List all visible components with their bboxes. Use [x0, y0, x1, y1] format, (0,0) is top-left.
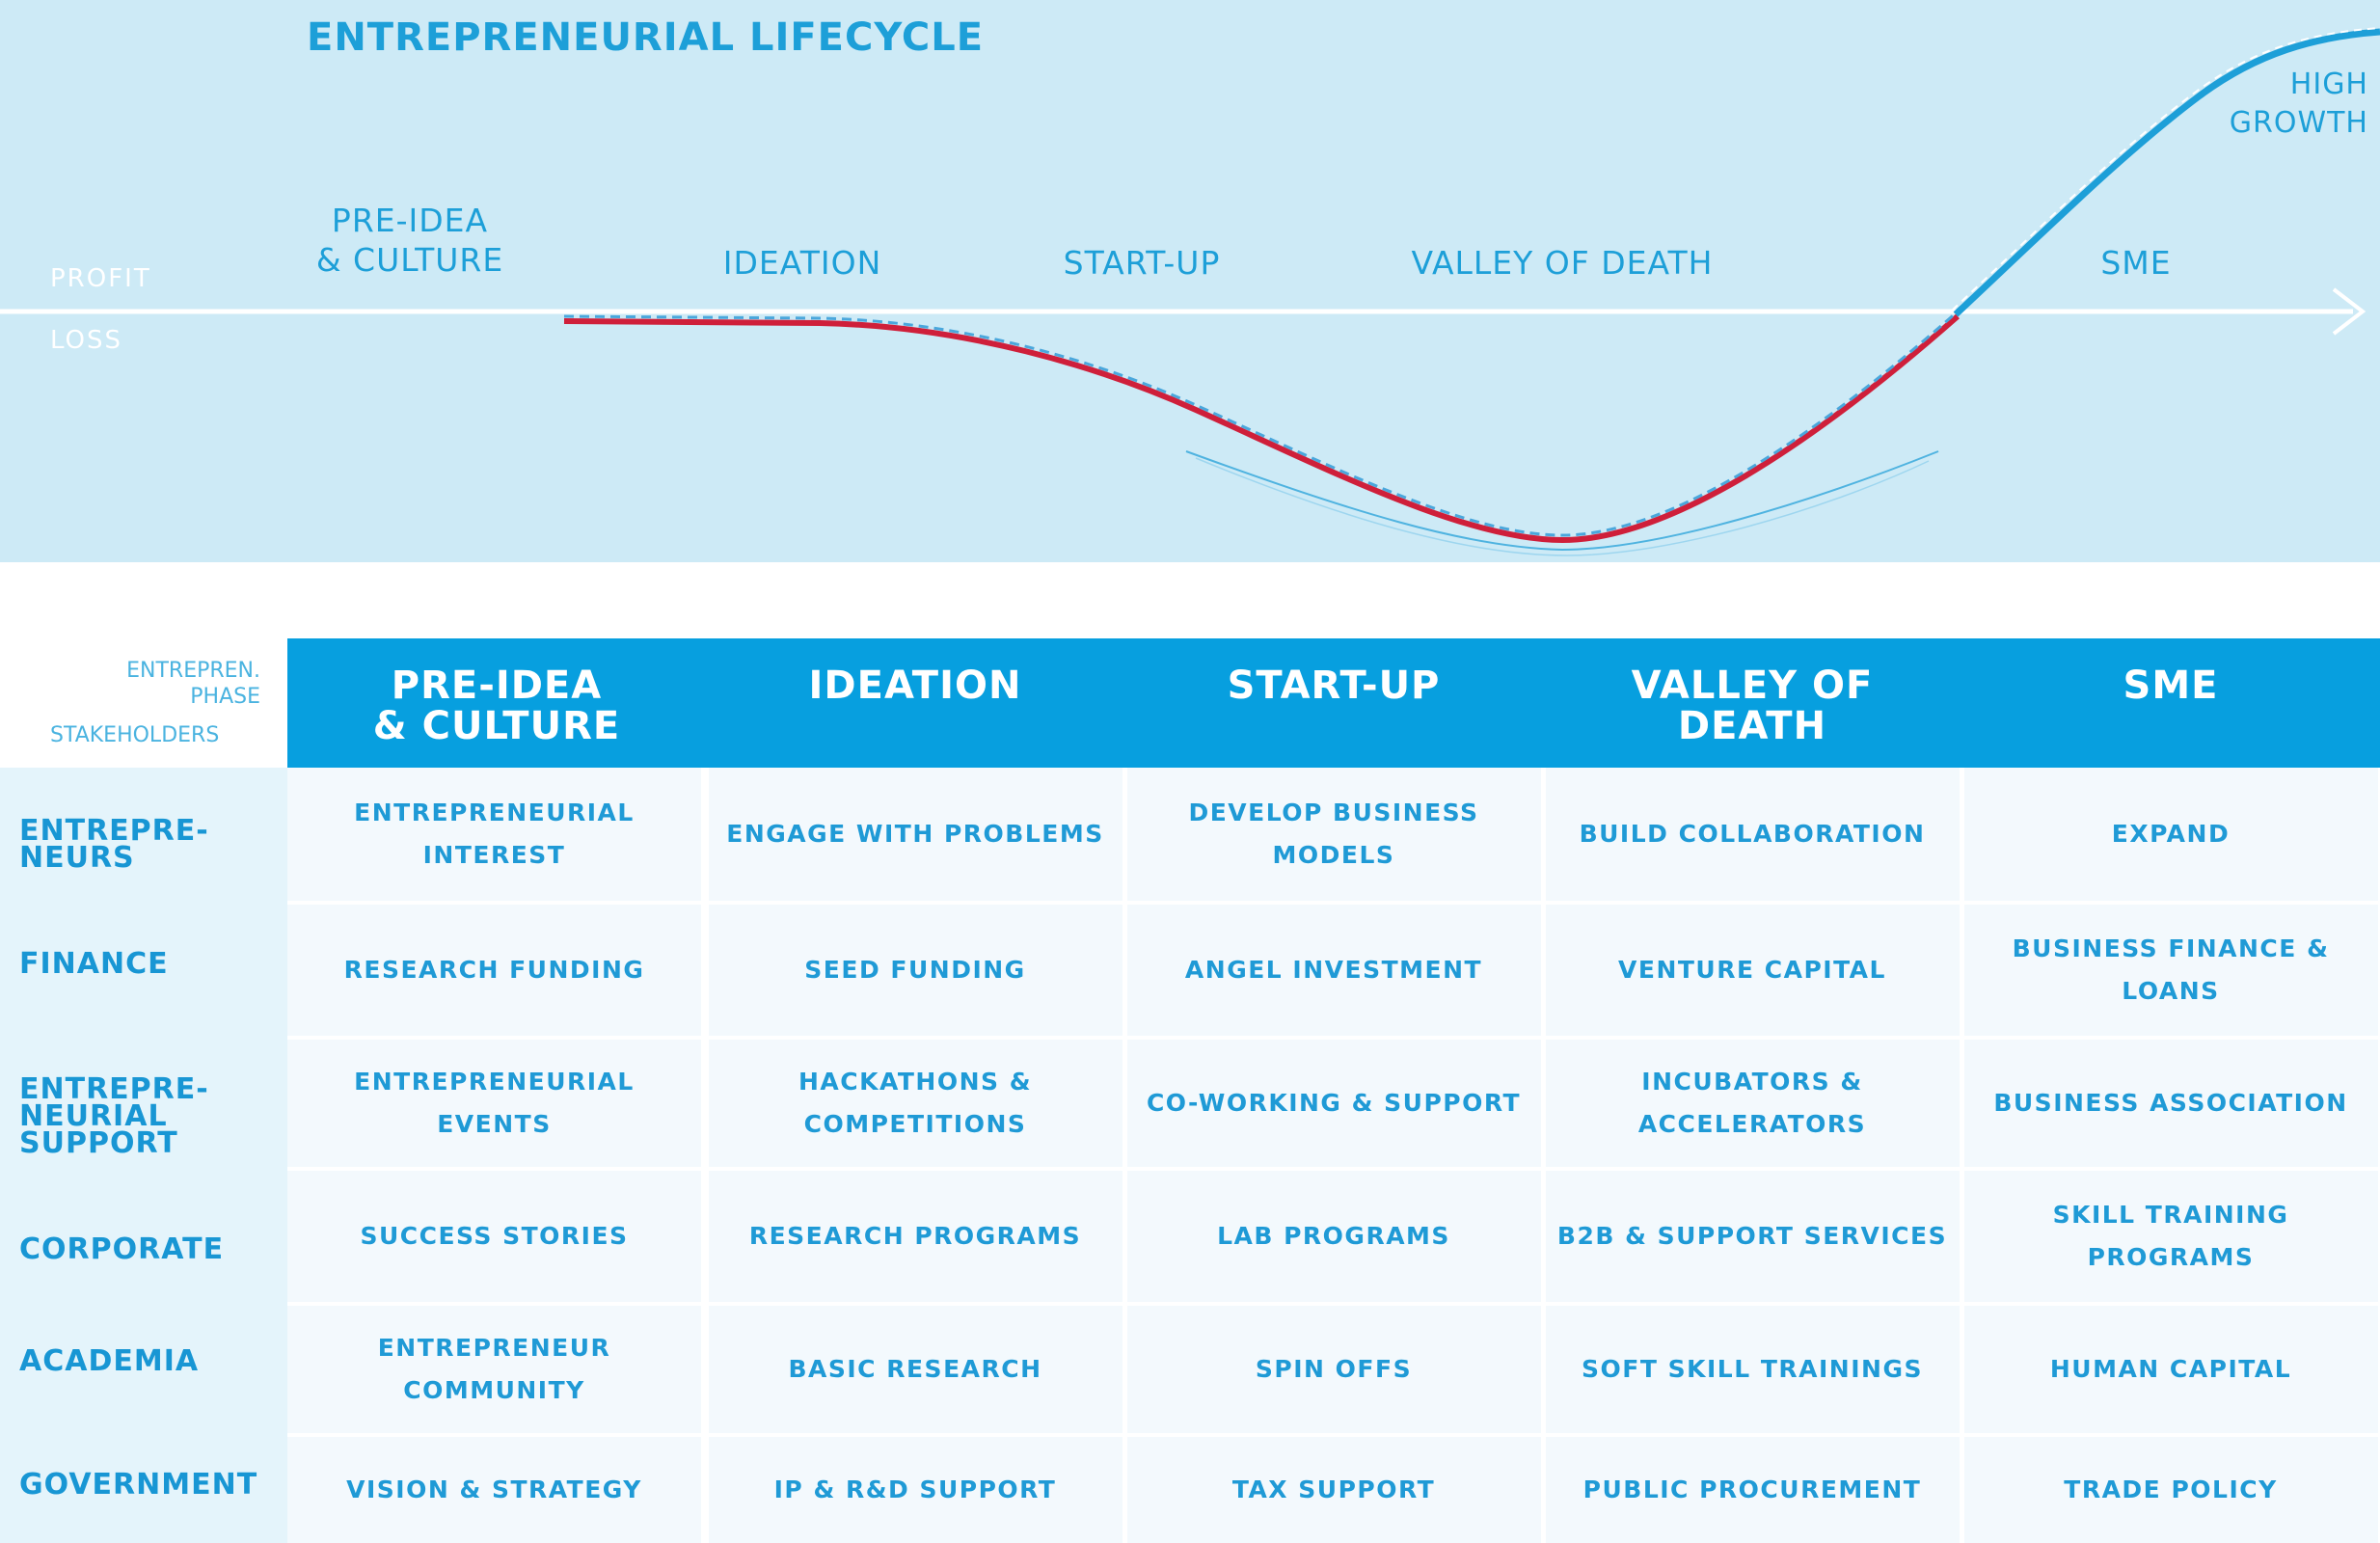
stakeholder-phase-grid: ENTREPRENEURIAL INTEREST ENGAGE WITH PROB… [287, 768, 2380, 1543]
table-cell: SUCCESS STORIES [287, 1171, 701, 1302]
phase-header-sme: SME [2123, 663, 2219, 708]
table-cell: LAB PROGRAMS [1126, 1171, 1541, 1302]
table-cell: SOFT SKILL TRAININGS [1545, 1306, 1960, 1433]
table-cell-text: SEED FUNDING [804, 956, 1026, 984]
table-cell-text: INCUBATORS & ACCELERATORS [1637, 1068, 1867, 1138]
valley-highlight [1185, 450, 1939, 552]
stakeholder-entrepreneurs: ENTREPRE- NEURS [19, 814, 209, 875]
table-cell-text: RESEARCH PROGRAMS [748, 1222, 1082, 1250]
diagram-title: ENTREPRENEURIAL LIFECYCLE [307, 15, 985, 60]
table-cell-text: IP & R&D SUPPORT [773, 1475, 1057, 1503]
table-cell: CO-WORKING & SUPPORT [1126, 1040, 1541, 1167]
table-cell: HUMAN CAPITAL [1963, 1306, 2378, 1433]
table-cell: ENTREPRENEUR COMMUNITY [287, 1306, 701, 1433]
loss-curve [563, 313, 1960, 544]
table-cell: ENTREPRENEURIAL INTEREST [287, 768, 701, 901]
stage-label-sme: SME [2100, 244, 2172, 282]
stakeholder-academia: ACADEMIA [19, 1344, 200, 1378]
corner-phase-label: ENTREPREN. PHASE [126, 659, 260, 709]
phase-header-row: PRE-IDEA & CULTURE IDEATION START-UP VAL… [287, 638, 2380, 768]
table-cell-text: SUCCESS STORIES [360, 1222, 629, 1250]
table-cell: B2B & SUPPORT SERVICES [1545, 1171, 1960, 1302]
stakeholder-corporate: CORPORATE [19, 1232, 225, 1266]
stakeholder-government: GOVERNMENT [19, 1468, 258, 1502]
stage-label-ideation: IDEATION [722, 244, 882, 282]
lifecycle-diagram: ENTREPRENEURIAL LIFECYCLE PROFIT LOSS PR… [0, 0, 2380, 562]
stage-label-valley-of-death: VALLEY OF DEATH [1411, 244, 1714, 282]
table-cell-text: TRADE POLICY [2064, 1475, 2278, 1503]
table-cell-text: BUSINESS FINANCE & LOANS [2012, 934, 2330, 1005]
phase-header-start-up: START-UP [1227, 663, 1441, 708]
profit-label: PROFIT [50, 264, 151, 293]
table-cell: RESEARCH FUNDING [287, 905, 701, 1036]
stage-label-pre-idea: PRE-IDEA & CULTURE [315, 202, 504, 279]
trajectory-dashed [563, 310, 1959, 537]
table-cell: PUBLIC PROCUREMENT [1545, 1437, 1960, 1543]
table-cell: VENTURE CAPITAL [1545, 905, 1960, 1036]
table-cell: SKILL TRAINING PROGRAMS [1963, 1171, 2378, 1302]
phase-header-pre-idea: PRE-IDEA & CULTURE [372, 663, 621, 748]
table-cell: ENGAGE WITH PROBLEMS [708, 768, 1122, 901]
table-cell-text: BUSINESS ASSOCIATION [1993, 1089, 2348, 1117]
table-cell: VISION & STRATEGY [287, 1437, 701, 1543]
table-cell-text: ANGEL INVESTMENT [1184, 956, 1483, 984]
growth-curve-dashed [1951, 27, 2380, 311]
table-cell: IP & R&D SUPPORT [708, 1437, 1122, 1543]
table-cell-text: ENTREPRENEURIAL EVENTS [354, 1068, 635, 1138]
table-cell: BUSINESS FINANCE & LOANS [1963, 905, 2378, 1036]
stage-label-start-up: START-UP [1063, 244, 1221, 282]
table-cell-text: EXPAND [2111, 820, 2231, 848]
table-cell: RESEARCH PROGRAMS [708, 1171, 1122, 1302]
table-cell-text: SKILL TRAINING PROGRAMS [2052, 1201, 2289, 1271]
phase-header-valley-of-death: VALLEY OF DEATH [1631, 663, 1874, 748]
table-corner-header: ENTREPREN. PHASE STAKEHOLDERS [0, 638, 287, 768]
valley-highlight-outer [1195, 457, 1930, 556]
table-cell: EXPAND [1963, 768, 2378, 901]
growth-curve [1953, 28, 2380, 317]
table-cell: TRADE POLICY [1963, 1437, 2378, 1543]
table-cell-text: CO-WORKING & SUPPORT [1146, 1089, 1522, 1117]
table-cell-text: LAB PROGRAMS [1217, 1222, 1450, 1250]
phase-header-ideation: IDEATION [808, 663, 1022, 708]
table-cell-text: BUILD COLLABORATION [1579, 820, 1926, 848]
stakeholder-entrepreneurial-support: ENTREPRE- NEURIAL SUPPORT [19, 1072, 209, 1160]
table-cell: ENTREPRENEURIAL EVENTS [287, 1040, 701, 1167]
table-cell: TAX SUPPORT [1126, 1437, 1541, 1543]
table-cell-text: RESEARCH FUNDING [343, 956, 645, 984]
stage-label-high-growth: HIGH GROWTH [2229, 68, 2368, 140]
stakeholder-finance: FINANCE [19, 947, 169, 981]
lifecycle-curve-graphic [0, 27, 2380, 556]
table-cell-text: DEVELOP BUSINESS MODELS [1188, 799, 1479, 869]
table-cell-text: ENGAGE WITH PROBLEMS [726, 820, 1104, 848]
table-cell-text: SOFT SKILL TRAININGS [1582, 1355, 1923, 1383]
table-cell: BASIC RESEARCH [708, 1306, 1122, 1433]
table-cell: BUSINESS ASSOCIATION [1963, 1040, 2378, 1167]
table-cell-text: HACKATHONS & COMPETITIONS [798, 1068, 1033, 1138]
table-cell: HACKATHONS & COMPETITIONS [708, 1040, 1122, 1167]
table-cell-text: TAX SUPPORT [1231, 1475, 1436, 1503]
table-cell-text: PUBLIC PROCUREMENT [1582, 1475, 1922, 1503]
stakeholder-column: ENTREPRE- NEURS FINANCE ENTREPRE- NEURIA… [0, 768, 287, 1543]
table-cell: SEED FUNDING [708, 905, 1122, 1036]
corner-stakeholder-label: STAKEHOLDERS [50, 723, 220, 747]
table-cell-text: ENTREPRENEUR COMMUNITY [377, 1334, 611, 1404]
table-cell-text: VISION & STRATEGY [346, 1475, 642, 1503]
table-cell-text: ENTREPRENEURIAL INTEREST [354, 799, 635, 869]
table-cell: BUILD COLLABORATION [1545, 768, 1960, 901]
table-cell-text: BASIC RESEARCH [788, 1355, 1042, 1383]
table-cell-text: SPIN OFFS [1255, 1355, 1413, 1383]
table-cell-text: HUMAN CAPITAL [2049, 1355, 2292, 1383]
table-cell-text: B2B & SUPPORT SERVICES [1556, 1222, 1948, 1250]
loss-label: LOSS [50, 326, 123, 355]
table-cell: ANGEL INVESTMENT [1126, 905, 1541, 1036]
table-cell: SPIN OFFS [1126, 1306, 1541, 1433]
table-cell: INCUBATORS & ACCELERATORS [1545, 1040, 1960, 1167]
table-cell-text: VENTURE CAPITAL [1618, 956, 1886, 984]
axis-arrow-head [2332, 287, 2366, 336]
table-cell: DEVELOP BUSINESS MODELS [1126, 768, 1541, 901]
